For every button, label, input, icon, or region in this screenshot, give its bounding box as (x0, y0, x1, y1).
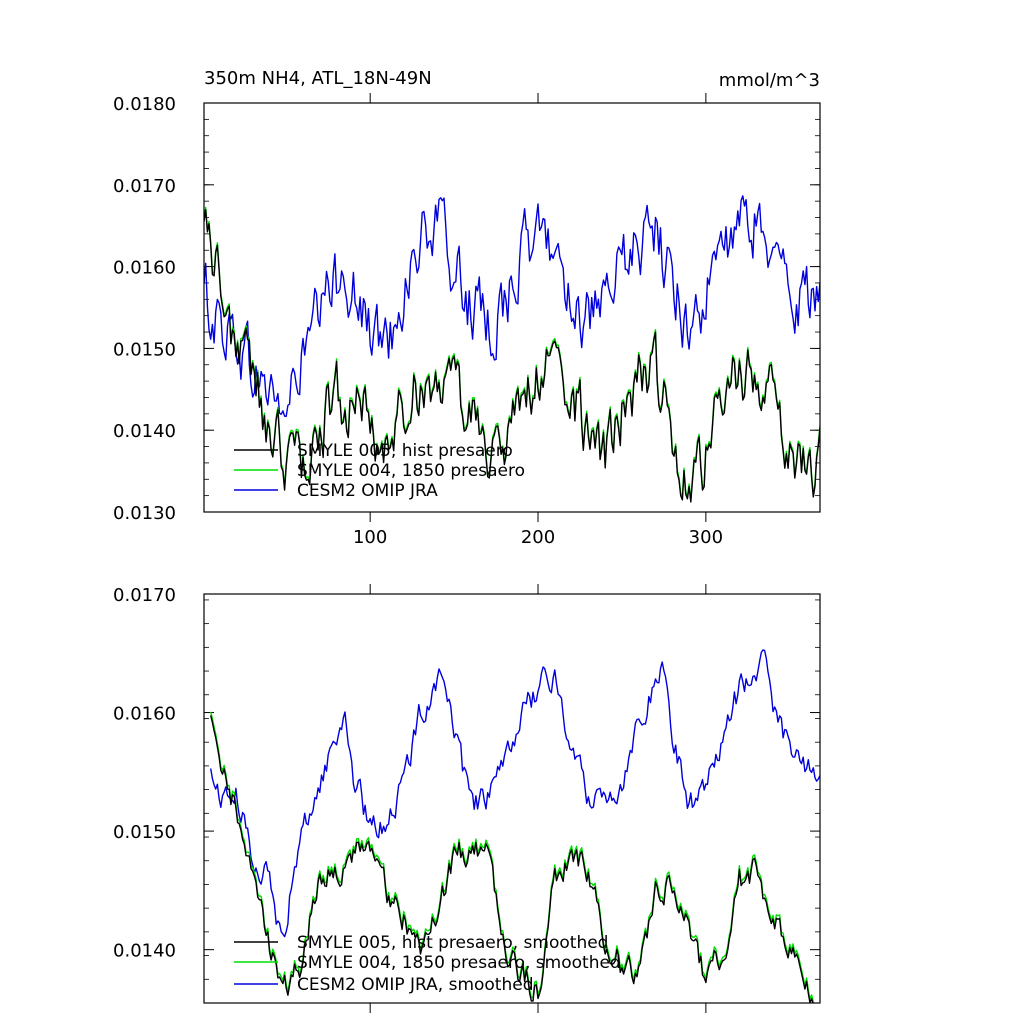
bottom-series-line-2 (210, 649, 820, 938)
bottom-legend-item: SMYLE 004, 1850 presaero, smoothed (234, 953, 621, 973)
top-ytick-label: 0.0150 (113, 339, 176, 360)
top-ytick-label: 0.0170 (113, 176, 176, 197)
top-legend-label: CESM2 OMIP JRA (297, 481, 438, 501)
top-legend-item: SMYLE 005, hist presaero (234, 441, 513, 461)
top-xtick-label: 200 (521, 527, 555, 548)
bottom-axes: 0.0140 0.0150 0.0160 0.0170 (113, 584, 820, 1013)
top-legend-item: SMYLE 004, 1850 presaero (234, 461, 525, 481)
top-xtick-label: 300 (689, 527, 723, 548)
top-panel-units: mmol/m^3 (719, 70, 820, 91)
bottom-legend-item: SMYLE 005, hist presaero, smoothed (234, 933, 608, 953)
bottom-ytick-label: 0.0170 (113, 585, 176, 606)
bottom-series-lines (210, 649, 820, 1003)
bottom-legend-label: CESM2 OMIP JRA, smoothed (297, 975, 534, 995)
bottom-legend-label: SMYLE 004, 1850 presaero, smoothed (297, 953, 621, 973)
bottom-legend-label: SMYLE 005, hist presaero, smoothed (297, 933, 608, 953)
bottom-legend-item: CESM2 OMIP JRA, smoothed (234, 975, 534, 995)
top-series-line-2 (204, 195, 820, 418)
top-ytick-label: 0.0130 (113, 503, 176, 524)
top-series-lines (204, 195, 820, 503)
bottom-legend: SMYLE 005, hist presaero, smoothed SMYLE… (234, 933, 621, 995)
top-legend-item: CESM2 OMIP JRA (234, 481, 438, 501)
top-xtick-label: 100 (353, 527, 387, 548)
bottom-series-line-0 (210, 715, 814, 1003)
top-panel-title: 350m NH4, ATL_18N-49N (204, 68, 432, 89)
top-legend: SMYLE 005, hist presaero SMYLE 004, 1850… (234, 441, 525, 501)
bottom-ytick-label: 0.0140 (113, 941, 176, 962)
top-axes: 0.0130 0.0140 0.0150 0.0160 0.0170 0.0180 100 2… (113, 93, 820, 548)
top-ytick-label: 0.0160 (113, 258, 176, 279)
top-ytick-label: 0.0180 (113, 94, 176, 115)
top-series-line-0 (204, 209, 820, 503)
top-legend-label: SMYLE 004, 1850 presaero (297, 461, 525, 481)
top-ytick-label: 0.0140 (113, 421, 176, 442)
bottom-panel: 0.0140 0.0150 0.0160 0.0170 SMYLE 005, hist… (113, 584, 821, 1013)
top-panel: 350m NH4, ATL_18N-49N mmol/m^3 0.01300.0… (113, 68, 821, 548)
top-legend-label: SMYLE 005, hist presaero (297, 441, 513, 461)
bottom-ytick-label: 0.0150 (113, 822, 176, 843)
bottom-ytick-label: 0.0160 (113, 704, 176, 725)
bottom-plot-frame (203, 593, 821, 1004)
top-plot-frame (203, 102, 821, 513)
